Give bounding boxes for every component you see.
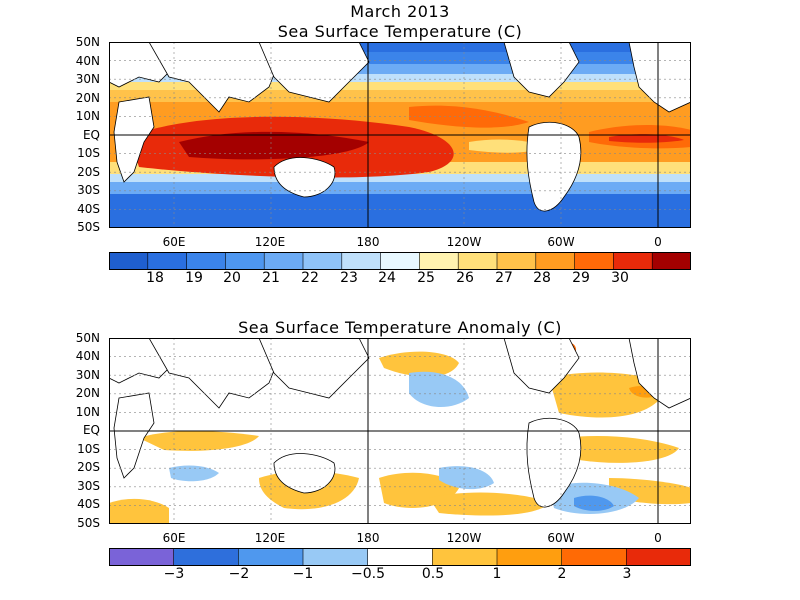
sst-colorbar-label: 26 (456, 270, 474, 286)
sst-colorbar-swatch (496, 252, 537, 270)
anomaly-colorbar-label: 1 (492, 566, 502, 582)
anomaly-y-tick: 40S (77, 497, 100, 511)
sst-colorbar-swatch (109, 252, 149, 270)
sst-colorbar-label: 25 (417, 270, 435, 286)
sst-y-tick: 20N (75, 91, 100, 105)
sst-colorbar-swatch (225, 252, 266, 270)
anomaly-x-tick: 0 (654, 531, 662, 545)
sst-colorbar-swatch (186, 252, 227, 270)
sst-x-tick: 0 (654, 235, 662, 249)
sst-x-tick: 60E (162, 235, 186, 249)
sst-colorbar-label: 28 (533, 270, 551, 286)
anomaly-colorbar-swatch (173, 548, 240, 566)
sst-y-tick: 40S (77, 202, 100, 216)
sst-colorbar-label: 24 (378, 270, 396, 286)
sst-map (109, 42, 691, 228)
anomaly-x-tick: 120E (254, 531, 286, 545)
sst-colorbar-swatch (535, 252, 576, 270)
sst-colorbar-swatch (147, 252, 188, 270)
sst-colorbar-swatch (263, 252, 304, 270)
sst-x-tick: 180 (356, 235, 380, 249)
sst-colorbar (109, 252, 691, 270)
anomaly-y-tick: EQ (82, 423, 100, 437)
map-date-title: March 2013 (350, 2, 450, 21)
anomaly-y-tick: 30N (75, 368, 100, 382)
sst-colorbar-swatch (302, 252, 343, 270)
anomaly-colorbar-label: −2 (228, 566, 250, 582)
anomaly-colorbar-label: −3 (163, 566, 185, 582)
sst-y-tick: 30S (77, 183, 100, 197)
anomaly-y-tick: 20N (75, 386, 100, 400)
anomaly-y-tick: 50S (77, 516, 100, 530)
anomaly-colorbar-swatch (302, 548, 369, 566)
sst-y-tick: 50N (75, 35, 100, 49)
anomaly-colorbar-label: −1 (292, 566, 314, 582)
anomaly-colorbar-swatch (432, 548, 498, 566)
anomaly-y-tick: 20S (77, 460, 100, 474)
sst-colorbar-swatch (380, 252, 421, 270)
sst-y-tick: 50S (77, 220, 100, 234)
anomaly-colorbar (109, 548, 691, 566)
anomaly-y-tick: 50N (75, 331, 100, 345)
sst-colorbar-swatch (651, 252, 691, 270)
sst-y-tick: 40N (75, 54, 100, 68)
anomaly-x-tick: 120W (446, 531, 482, 545)
sst-colorbar-swatch (613, 252, 653, 270)
sst-colorbar-label: 29 (572, 270, 590, 286)
sst-y-tick: 10N (75, 109, 100, 123)
anomaly-colorbar-label: 3 (622, 566, 632, 582)
sst-y-tick: 30N (75, 72, 100, 86)
anomaly-colorbar-label: 0.5 (421, 566, 445, 582)
anomaly-colorbar-swatch (367, 548, 434, 566)
sst-colorbar-label: 19 (185, 270, 203, 286)
sst-colorbar-label: 18 (146, 270, 164, 286)
anomaly-map (109, 338, 691, 524)
sst-colorbar-label: 22 (301, 270, 319, 286)
sst-y-tick: 10S (77, 146, 100, 160)
sst-colorbar-label: 30 (611, 270, 629, 286)
sst-x-tick: 120W (446, 235, 482, 249)
sst-y-tick: EQ (82, 128, 100, 142)
sst-colorbar-label: 27 (495, 270, 513, 286)
anomaly-colorbar-swatch (496, 548, 563, 566)
anomaly-map-title: Sea Surface Temperature Anomaly (C) (238, 318, 562, 337)
sst-y-tick: 20S (77, 165, 100, 179)
anomaly-y-tick: 10N (75, 405, 100, 419)
sst-colorbar-swatch (419, 252, 459, 270)
anomaly-colorbar-label: −0.5 (351, 566, 385, 582)
anomaly-colorbar-swatch (109, 548, 175, 566)
sst-x-tick: 60W (547, 235, 575, 249)
anomaly-colorbar-swatch (626, 548, 691, 566)
anomaly-y-tick: 40N (75, 349, 100, 363)
sst-colorbar-label: 21 (262, 270, 280, 286)
anomaly-x-tick: 60W (547, 531, 575, 545)
anomaly-x-tick: 60E (162, 531, 186, 545)
sst-map-title: Sea Surface Temperature (C) (277, 22, 523, 41)
sst-colorbar-swatch (574, 252, 615, 270)
sst-colorbar-swatch (457, 252, 498, 270)
anomaly-colorbar-swatch (238, 548, 304, 566)
anomaly-x-tick: 180 (356, 531, 380, 545)
anomaly-y-tick: 30S (77, 479, 100, 493)
sst-colorbar-label: 20 (223, 270, 241, 286)
anomaly-colorbar-swatch (561, 548, 628, 566)
anomaly-colorbar-label: 2 (557, 566, 567, 582)
anomaly-y-tick: 10S (77, 442, 100, 456)
sst-colorbar-label: 23 (340, 270, 358, 286)
sst-x-tick: 120E (254, 235, 286, 249)
sst-colorbar-swatch (341, 252, 382, 270)
